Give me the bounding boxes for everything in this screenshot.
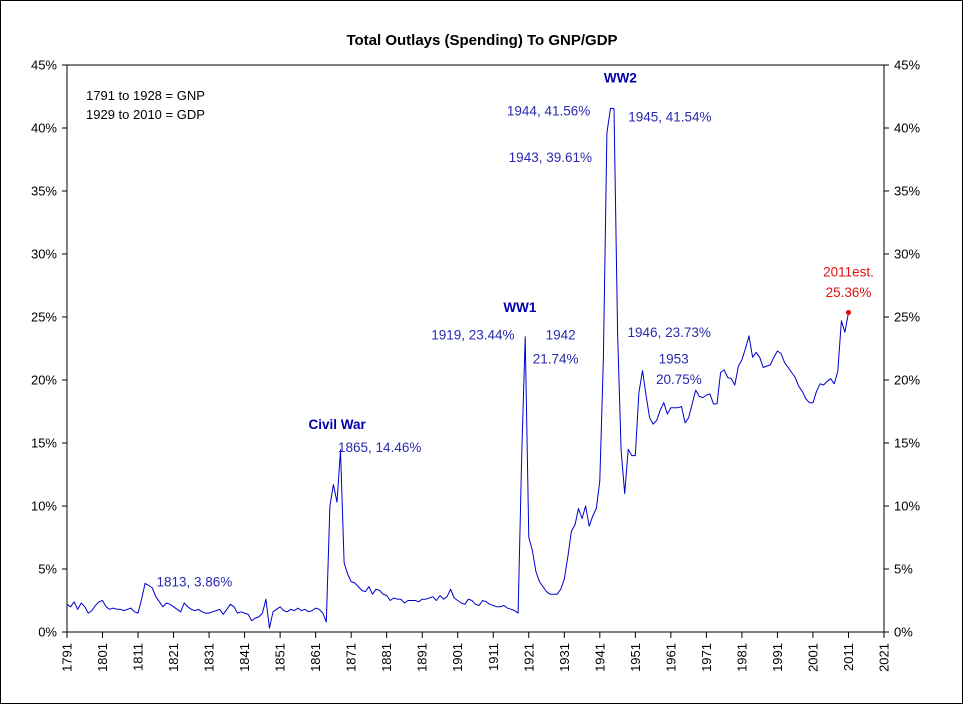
annotation-label-1945: 1945, 41.54% <box>628 110 711 125</box>
x-tick-label: 1791 <box>60 643 75 672</box>
annotation-war-ww2: WW2 <box>604 71 637 86</box>
annotation-label-1943: 1943, 39.61% <box>509 150 592 165</box>
y-tick-label-left: 0% <box>38 625 57 640</box>
x-tick-label: 1961 <box>663 643 678 672</box>
legend-gnp: 1791 to 1928 = GNP <box>86 88 205 103</box>
estimate-marker <box>845 309 852 316</box>
x-tick-label: 1881 <box>379 643 394 672</box>
x-tick-label: 1971 <box>699 643 714 672</box>
annotation-label-1942a: 1942 <box>546 328 576 343</box>
x-tick-label: 1801 <box>95 643 110 672</box>
x-tick-label: 1891 <box>415 643 430 672</box>
y-tick-label-right: 10% <box>894 499 920 514</box>
x-tick-label: 1851 <box>273 643 288 672</box>
y-tick-label-right: 0% <box>894 625 913 640</box>
annotation-label-2011b: 25.36% <box>826 285 872 300</box>
annotation-label-1919: 1919, 23.44% <box>431 328 514 343</box>
annotation-war-civil: Civil War <box>309 417 367 432</box>
x-tick-label: 1911 <box>486 643 501 671</box>
axes: 0% 0% 5% 5% 10% 10% 15% 15% 20% 20% 25% 25% 30% 30% 35… <box>31 58 920 672</box>
y-tick-label-left: 40% <box>31 121 57 136</box>
series-group <box>66 107 852 629</box>
y-tick-label-right: 5% <box>894 562 913 577</box>
legend-gdp: 1929 to 2010 = GDP <box>86 107 205 122</box>
x-tick-label: 1991 <box>770 643 785 672</box>
annotation-war-ww1: WW1 <box>503 300 536 315</box>
annotation-label-2011a: 2011est. <box>823 265 874 280</box>
x-tick-label: 1831 <box>202 643 217 672</box>
x-tick-label: 1871 <box>344 643 359 672</box>
annotation-label-1813: 1813, 3.86% <box>157 575 233 590</box>
y-tick-label-right: 45% <box>894 58 920 73</box>
annotation-label-1865: 1865, 14.46% <box>338 440 421 455</box>
annotation-label-1942b: 21.74% <box>533 352 579 367</box>
y-tick-label-right: 15% <box>894 436 920 451</box>
x-tick-label: 2011 <box>841 643 856 671</box>
x-tick-label: 1861 <box>308 643 323 672</box>
x-tick-label: 1811 <box>131 643 146 671</box>
y-tick-label-right: 20% <box>894 373 920 388</box>
x-tick-label: 2001 <box>805 643 820 672</box>
chart-title: Total Outlays (Spending) To GNP/GDP <box>346 32 617 49</box>
y-tick-label-left: 10% <box>31 499 57 514</box>
x-tick-label: 1931 <box>557 643 572 672</box>
x-tick-label: 2021 <box>877 643 892 672</box>
annotation-label-1946: 1946, 23.73% <box>628 325 711 340</box>
y-tick-label-left: 30% <box>31 247 57 262</box>
x-tick-label: 1841 <box>237 643 252 672</box>
plot-area-border <box>66 64 885 633</box>
y-tick-label-left: 15% <box>31 436 57 451</box>
y-tick-label-left: 25% <box>31 310 57 325</box>
y-tick-label-right: 35% <box>894 184 920 199</box>
x-tick-label: 1981 <box>734 643 749 672</box>
x-tick-label: 1901 <box>450 643 465 672</box>
y-tick-label-right: 30% <box>894 247 920 262</box>
legend-box: 1791 to 1928 = GNP 1929 to 2010 = GDP <box>86 88 205 122</box>
y-tick-label-left: 35% <box>31 184 57 199</box>
y-tick-label-right: 40% <box>894 121 920 136</box>
y-tick-label-right: 25% <box>894 310 920 325</box>
annotation-label-1944: 1944, 41.56% <box>507 103 590 118</box>
annotations: Civil War WW1 WW2 1813, 3.86% 1865, 14.46% 19… <box>157 71 874 590</box>
x-tick-label: 1921 <box>521 643 536 672</box>
annotation-label-1953b: 20.75% <box>656 372 702 387</box>
y-tick-label-left: 5% <box>38 562 57 577</box>
y-tick-label-left: 45% <box>31 58 57 73</box>
annotation-label-1953a: 1953 <box>659 352 689 367</box>
x-tick-label: 1951 <box>628 643 643 672</box>
series-line <box>66 107 849 629</box>
x-tick-label: 1821 <box>166 643 181 672</box>
x-tick-label: 1941 <box>592 643 607 672</box>
y-tick-label-left: 20% <box>31 373 57 388</box>
